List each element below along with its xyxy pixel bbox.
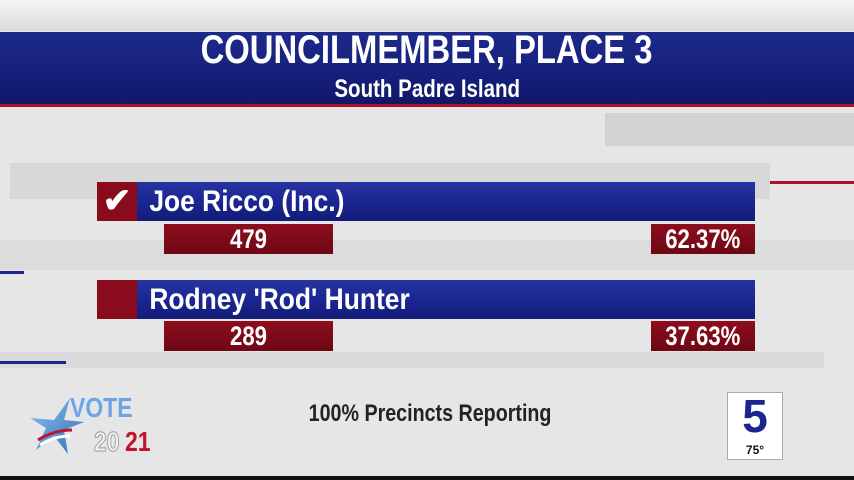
candidate-percent: 62.37%: [651, 224, 755, 254]
year-text: 20: [94, 426, 120, 457]
winner-indicator: ✔: [97, 182, 137, 221]
station-logo: 5 75°: [727, 392, 783, 460]
accent-line: [0, 361, 66, 364]
bg-streak: [605, 113, 854, 146]
candidate-name: Rodney 'Rod' Hunter: [149, 283, 410, 316]
year-text: 21: [125, 426, 151, 457]
checkmark-icon: ✔: [102, 182, 132, 220]
vote-text: VOTE: [70, 392, 133, 423]
accent-line: [770, 181, 854, 184]
candidate-percent: 37.63%: [651, 321, 755, 351]
race-subtitle: South Padre Island: [334, 75, 520, 103]
bg-streak: [0, 352, 824, 368]
temperature: 75°: [745, 443, 765, 457]
candidate-name-bar: Rodney 'Rod' Hunter: [137, 280, 755, 319]
top-strip: [0, 0, 854, 31]
candidate-name-bar: Joe Ricco (Inc.): [137, 182, 755, 221]
candidate-votes: 289: [164, 321, 333, 351]
vote-2021-logo: VOTE 20 21: [28, 394, 156, 458]
candidate-name: Joe Ricco (Inc.): [149, 185, 345, 218]
winner-indicator: [97, 280, 137, 319]
race-banner: COUNCILMEMBER, PLACE 3 South Padre Islan…: [0, 28, 854, 107]
candidate-votes: 479: [164, 224, 333, 254]
star-icon: [30, 398, 84, 454]
precincts-reporting: 100% Precincts Reporting: [308, 400, 552, 427]
bottom-bar: [0, 476, 854, 480]
accent-line: [0, 271, 24, 274]
race-title: COUNCILMEMBER, PLACE 3: [201, 28, 653, 72]
channel-number: 5: [742, 390, 768, 442]
